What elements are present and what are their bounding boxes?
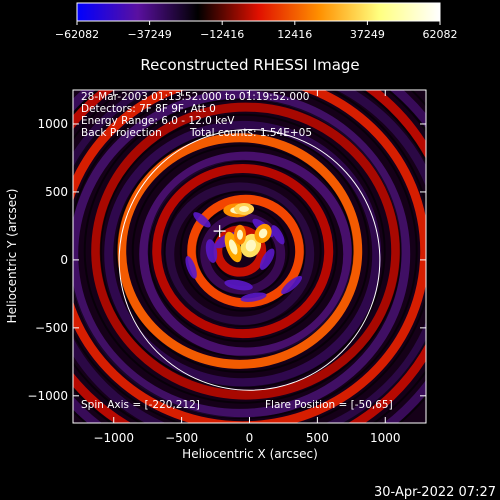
bright-source-core	[245, 239, 256, 252]
x-tick-label: −500	[165, 431, 198, 445]
method-label: Back Projection	[81, 127, 162, 139]
source-blobs	[185, 202, 303, 302]
fringe-ring	[104, 120, 382, 388]
colorbar-tick-label: 37249	[350, 28, 385, 41]
time-range-label: 28-Mar-2003 01:13:52.000 to 01:19:52.000	[81, 91, 309, 103]
bright-source-core	[236, 229, 243, 240]
y-tick-label: −500	[35, 321, 68, 335]
fringe-ring	[73, 90, 426, 423]
negative-lobe	[224, 279, 253, 291]
negative-lobe	[240, 292, 267, 302]
fringe-ring	[73, 90, 411, 418]
fringe-gap	[163, 175, 322, 327]
fringe-gap	[73, 90, 418, 420]
negative-lobe	[193, 212, 211, 228]
negative-lobe	[205, 239, 218, 263]
x-tick-label: 500	[306, 431, 329, 445]
colorbar-tick-label: −12416	[200, 28, 244, 41]
colorbar-tick-label: 12416	[277, 28, 312, 41]
fringe-gap	[131, 144, 354, 358]
flare-position-label: Flare Position = [-50,65]	[265, 399, 393, 411]
bright-source-core	[239, 205, 250, 212]
fringe-gap	[147, 159, 338, 343]
y-tick-label: 500	[45, 185, 68, 199]
solar-limb	[118, 129, 381, 391]
bright-source-core	[258, 228, 268, 239]
x-tick-label: 1000	[370, 431, 401, 445]
heatmap-image	[73, 90, 426, 423]
y-axis-label: Heliocentric Y (arcsec)	[5, 189, 19, 324]
x-tick-label: 0	[246, 431, 254, 445]
colorbar-tick-label: −37249	[127, 28, 171, 41]
spin-axis-label: Spin Axis = [-220,212]	[81, 399, 200, 411]
colorbar-tick-label: 62082	[423, 28, 458, 41]
colorbar-tick-label: −62082	[55, 28, 99, 41]
fringe-ring	[117, 133, 363, 369]
negative-lobe	[271, 225, 285, 245]
x-tick-label: −1000	[93, 431, 134, 445]
x-axis-ticks: −1000 −500 0 500 1000	[93, 90, 401, 445]
bright-source-core	[228, 239, 238, 255]
y-tick-label: 0	[60, 253, 68, 267]
fringe-ring	[200, 213, 286, 296]
fringe-ring	[152, 164, 334, 339]
spin-axis-cross	[213, 225, 226, 238]
negative-lobe	[259, 248, 275, 270]
y-tick-label: −1000	[27, 389, 68, 403]
x-axis-label: Heliocentric X (arcsec)	[182, 447, 318, 461]
fringe-ring	[139, 151, 353, 357]
fringe-gap	[83, 98, 402, 404]
fringe-ring	[165, 182, 315, 326]
negative-lobe	[185, 255, 197, 279]
fringe-gap	[99, 113, 386, 389]
colorbar	[76, 2, 441, 22]
negative-lobe	[281, 275, 303, 295]
timestamp: 30-Apr-2022 07:27	[374, 485, 496, 500]
fringe-ring	[91, 102, 401, 400]
y-axis-ticks: −1000 −500 0 500 1000	[27, 117, 426, 403]
y-tick-label: 1000	[37, 117, 68, 131]
colorbar-ticks: −62082 −37249 −12416 12416 37249 62082	[55, 21, 458, 41]
energy-range-label: Energy Range: 6.0 - 12.0 keV	[81, 115, 235, 127]
fringe-gap	[179, 190, 306, 312]
fringe-ring	[187, 194, 305, 308]
chart-title: Reconstructed RHESSI Image	[140, 56, 359, 74]
detectors-label: Detectors: 7F 8F 9F, Att 0	[81, 103, 216, 115]
total-counts-label: Total counts: 1.54E+05	[189, 127, 312, 139]
